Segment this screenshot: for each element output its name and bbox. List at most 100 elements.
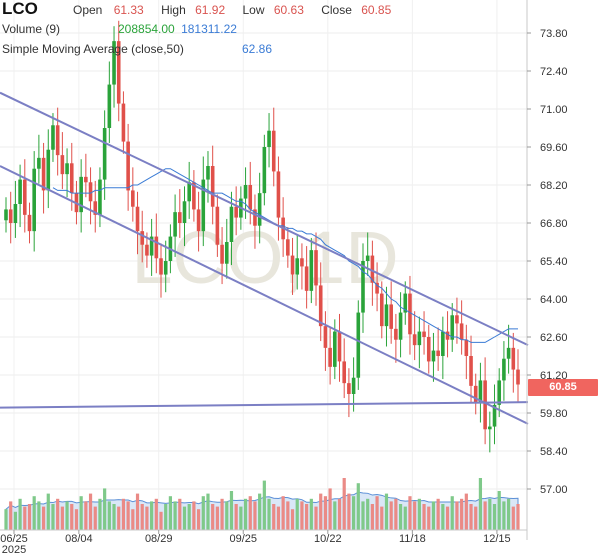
candle-body — [93, 201, 98, 215]
candle-body — [140, 231, 145, 245]
candle-body — [121, 103, 126, 142]
volume-bar — [351, 496, 356, 530]
y-tick-label: 58.40 — [540, 446, 568, 458]
candle-body — [342, 361, 347, 384]
candle-body — [173, 212, 177, 237]
candle-body — [154, 236, 159, 259]
volume-bar — [492, 504, 497, 530]
candle-body — [361, 261, 365, 313]
volume-bar — [290, 509, 295, 530]
volume-bar — [413, 501, 417, 530]
volume-bar — [229, 491, 234, 530]
candle-body — [271, 130, 276, 172]
candle-body — [262, 147, 267, 194]
volume-bar — [337, 498, 342, 530]
volume-bar — [206, 493, 210, 530]
candle-body — [469, 356, 473, 386]
candle-body — [8, 209, 13, 223]
volume-bar — [417, 498, 421, 530]
trendline — [0, 91, 529, 347]
volume-bar — [333, 501, 337, 530]
candle-body — [492, 404, 497, 427]
volume-bar — [135, 493, 140, 530]
candle-body — [389, 304, 393, 329]
volume-bar — [380, 506, 384, 530]
candle-body — [441, 331, 445, 356]
volume-bar — [56, 498, 60, 530]
volume-bar — [436, 498, 440, 530]
volume-readout: Volume (9) — [2, 22, 60, 36]
volume-bar — [323, 496, 328, 530]
candle-body — [243, 185, 248, 199]
candle-body — [102, 128, 107, 180]
x-tick-label: 08/29 — [145, 533, 173, 545]
candle-body — [201, 179, 206, 232]
volume-bar — [154, 498, 158, 530]
candle-body — [37, 157, 41, 169]
candle-body — [436, 350, 440, 356]
volume-bar — [140, 504, 144, 530]
volume-bar — [431, 501, 436, 530]
candle-body — [412, 334, 417, 346]
volume-bar — [267, 498, 271, 530]
volume-bar — [164, 504, 168, 530]
volume-bar — [394, 498, 398, 530]
candle-body — [229, 206, 234, 242]
candle-body — [41, 157, 46, 191]
x-year-label: 2025 — [2, 544, 26, 556]
volume-bar — [314, 506, 318, 530]
candle-body — [187, 182, 191, 202]
candle-body — [182, 201, 187, 223]
candle-body — [234, 206, 238, 218]
volume-bar — [51, 504, 55, 530]
candle-body — [309, 250, 314, 291]
candle-body — [488, 426, 492, 430]
candle-body — [145, 244, 149, 256]
candle-body — [98, 179, 102, 215]
candle-body — [206, 166, 210, 180]
trendline — [0, 165, 529, 425]
y-tick-label: 62.60 — [540, 332, 568, 344]
volume-bar — [460, 498, 464, 530]
candle-body — [51, 125, 55, 150]
candle-body — [473, 385, 478, 403]
candle-body — [210, 166, 215, 207]
volume-bar — [131, 509, 135, 530]
volume-bar — [23, 506, 27, 530]
x-tick-label: 09/25 — [229, 533, 257, 545]
volume-value: 208854.00 — [118, 22, 175, 36]
volume-bar — [117, 506, 121, 530]
candle-body — [459, 323, 464, 340]
volume-bar — [13, 511, 17, 530]
volume-bar — [347, 493, 351, 530]
candle-body — [248, 185, 253, 210]
candle-body — [149, 236, 154, 256]
volume-bar — [502, 501, 506, 530]
last-price-tag: 60.85 — [528, 379, 598, 396]
candle-body — [295, 258, 300, 275]
volume-bar — [220, 498, 224, 530]
volume-bar — [103, 488, 107, 530]
volume-bar — [342, 478, 346, 530]
volume-bar — [398, 504, 403, 530]
candle-body — [431, 350, 436, 362]
volume-bar — [366, 498, 370, 530]
candle-body — [224, 242, 229, 264]
candle-body — [483, 380, 487, 430]
candle-body — [27, 214, 32, 232]
volume-bar — [178, 498, 182, 530]
volume-average: 181311.22 — [181, 22, 237, 36]
candle-body — [131, 190, 135, 207]
volume-bar — [126, 501, 130, 530]
volume-bar — [93, 506, 97, 530]
volume-bar — [159, 511, 163, 530]
candle-body — [351, 377, 356, 394]
volume-bar — [74, 509, 79, 530]
candle-body — [314, 250, 318, 286]
candle-body — [177, 212, 182, 223]
volume-bar — [286, 501, 290, 530]
volume-bar — [445, 506, 450, 530]
trendlines — [0, 91, 529, 425]
candle-body — [417, 331, 422, 346]
